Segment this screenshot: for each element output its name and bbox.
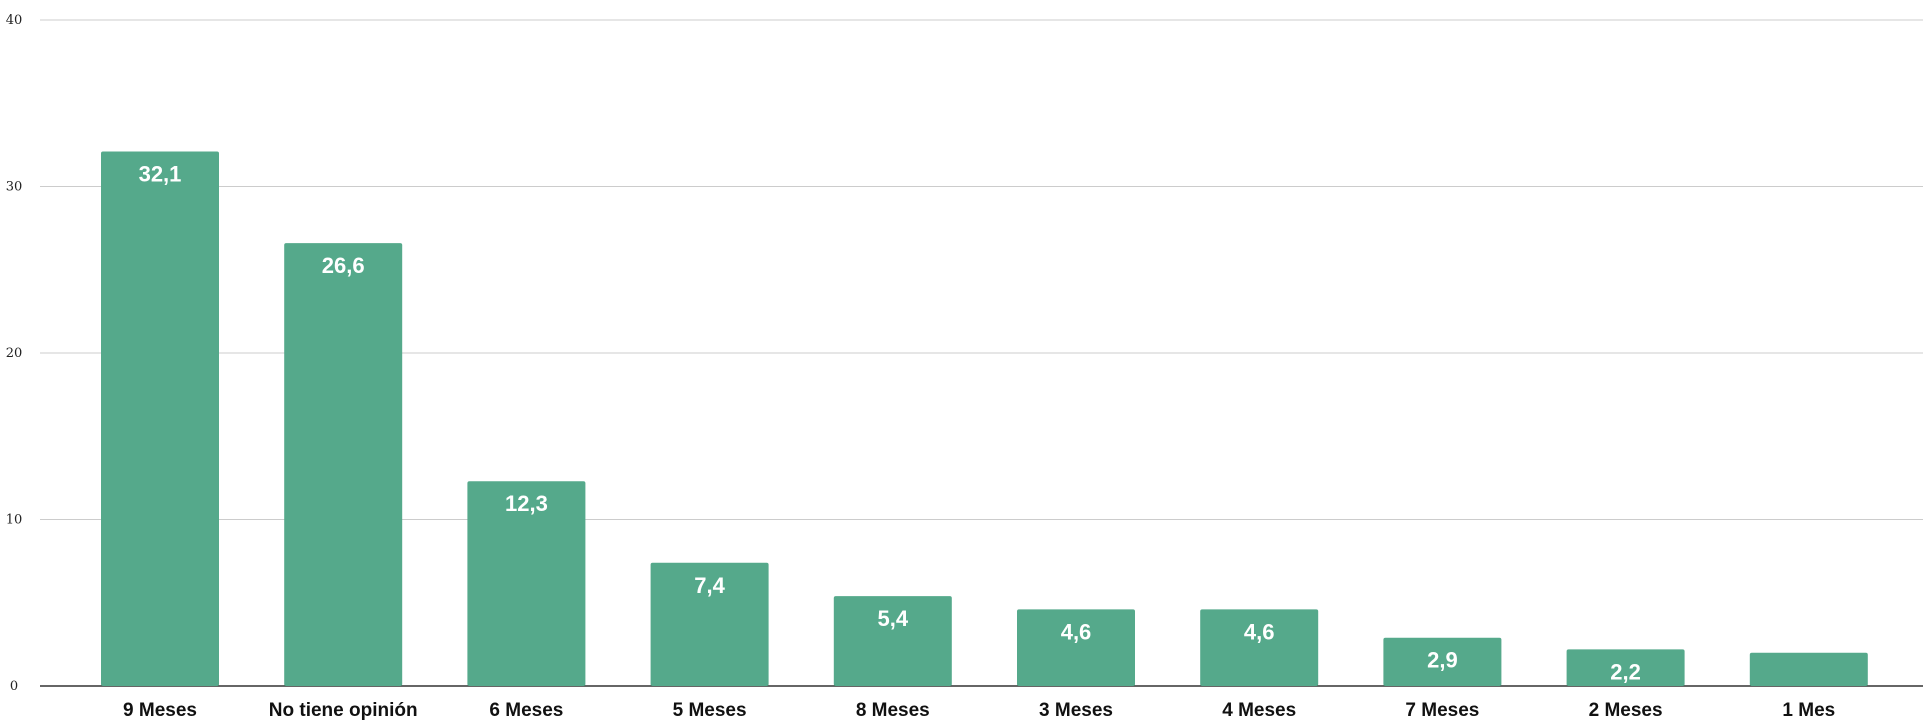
bar [284, 243, 403, 687]
bar [833, 596, 952, 686]
data-label: 4,6 [1061, 619, 1092, 644]
y-tick-label: 0 [10, 679, 18, 694]
data-label: 4,6 [1244, 619, 1275, 644]
x-tick-label: 4 Meses [1222, 700, 1296, 721]
bar [650, 562, 769, 686]
data-label: 12,3 [505, 491, 548, 516]
x-tick-label: 1 Mes [1782, 700, 1835, 721]
y-tick-label: 30 [6, 180, 23, 195]
bar [1383, 637, 1502, 686]
y-tick-label: 40 [6, 13, 23, 28]
x-tick-label: 6 Meses [489, 700, 563, 721]
x-axis-ticks: 9 Meses No tiene opinión 6 Meses 5 Meses 8 M… [123, 700, 1835, 721]
data-label: 26,6 [322, 253, 365, 278]
x-tick-label: 3 Meses [1039, 700, 1113, 721]
x-tick-label: No tiene opinión [269, 700, 418, 721]
bar [1566, 649, 1685, 686]
x-tick-label: 9 Meses [123, 700, 197, 721]
bar [1200, 609, 1319, 686]
bar [1749, 652, 1868, 686]
x-tick-label: 5 Meses [673, 700, 747, 721]
bar [101, 151, 219, 686]
bar [1017, 609, 1135, 686]
x-tick-label: 8 Meses [856, 700, 930, 721]
bar [467, 481, 586, 686]
data-label: 32,1 [139, 162, 182, 187]
x-tick-label: 2 Meses [1589, 700, 1663, 721]
bars [101, 151, 1868, 687]
data-label: 2,2 [1610, 659, 1641, 684]
data-label: 7,4 [694, 573, 725, 598]
y-tick-label: 20 [6, 346, 23, 361]
data-label: 5,4 [878, 606, 909, 631]
y-axis-ticks: 0 10 20 30 40 [6, 13, 23, 694]
y-tick-label: 10 [6, 513, 23, 528]
data-label: 2,9 [1427, 648, 1458, 673]
data-labels: 32,1 26,6 12,3 7,4 5,4 4,6 4,6 2,9 2,2 [139, 162, 1641, 685]
x-tick-label: 7 Meses [1405, 700, 1479, 721]
